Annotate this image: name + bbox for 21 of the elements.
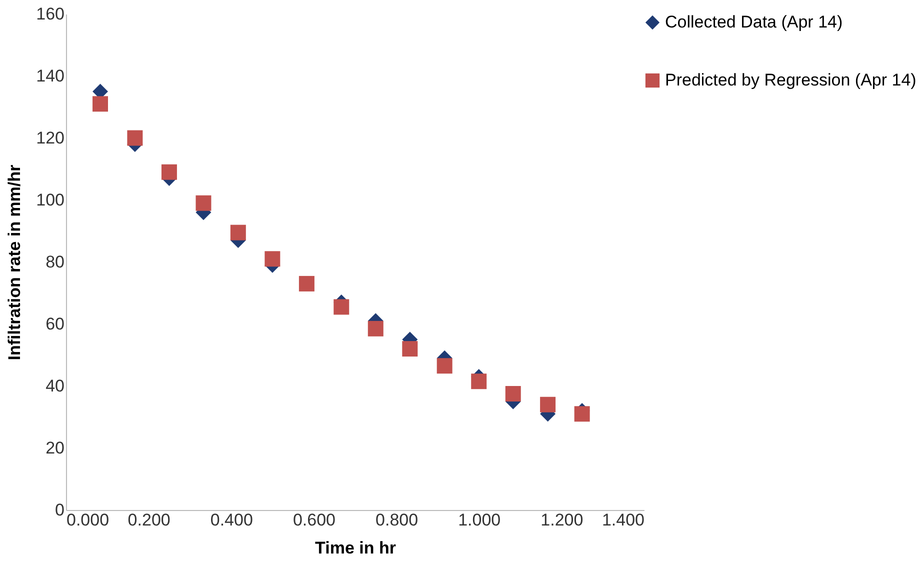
y-tick-label: 120 [36,128,64,148]
x-tick-label: 1.400 [602,510,644,530]
y-tick-label: 100 [36,190,64,210]
y-tick-label: 140 [36,66,64,86]
y-tick-label: 20 [46,438,64,458]
x-tick-label: 0.200 [128,510,170,530]
y-tick-label: 60 [46,314,64,334]
x-tick-label: 1.000 [458,510,501,530]
x-tick-label: 0.400 [210,510,253,530]
y-tick-label: 80 [46,252,64,272]
x-tick-label: 0.000 [66,510,110,530]
y-axis-title: Infiltration rate in mm/hr [5,164,24,360]
x-tick-label: 0.600 [292,510,336,530]
y-tick-label: 0 [55,500,64,520]
x-axis-title: Time in hr [315,538,396,558]
legend-label: Collected Data (Apr 14) [665,12,843,32]
y-tick-label: 160 [36,4,64,24]
y-tick-label: 40 [46,376,64,396]
x-tick-label: 1.200 [540,510,584,530]
x-tick-label: 0.800 [376,510,418,530]
legend-label: Predicted by Regression (Apr 14) [665,70,916,90]
